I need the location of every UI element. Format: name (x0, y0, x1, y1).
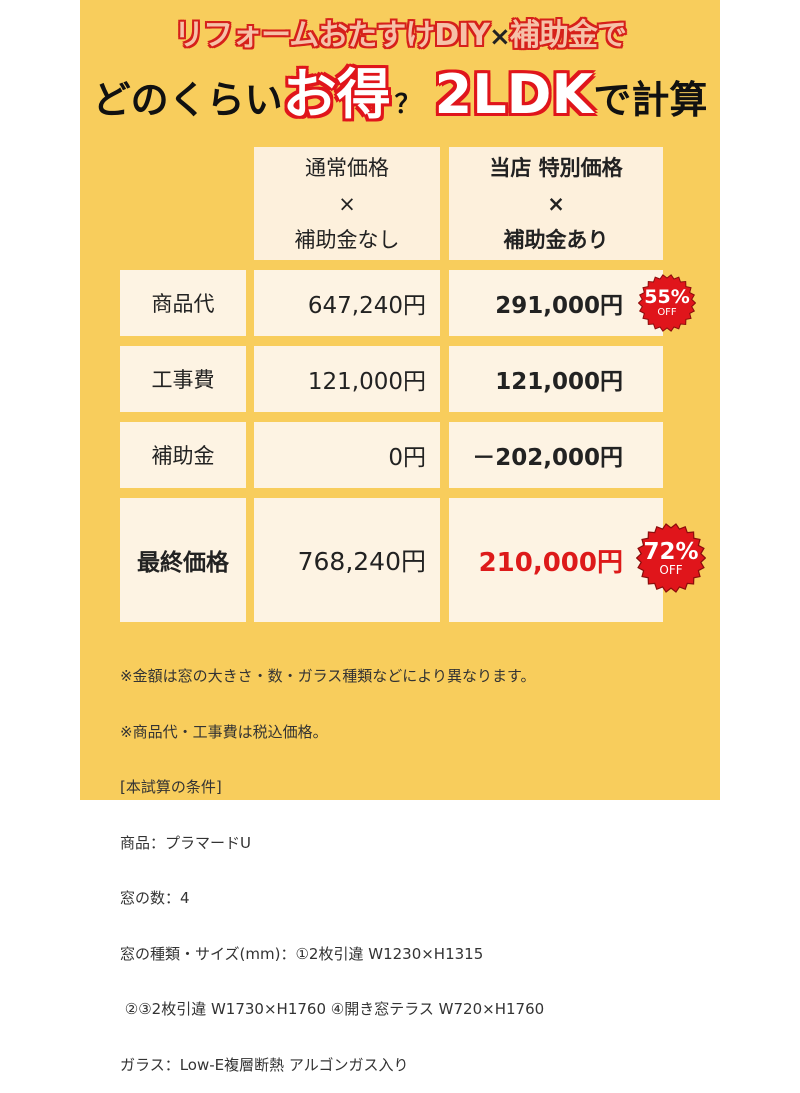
title-text: どのくらい (92, 78, 283, 122)
header-special: 当店 特別価格 × 補助金あり (449, 147, 663, 260)
note-line: 商品：プラマードU (120, 833, 251, 852)
special-price: 121,000円 (449, 346, 663, 412)
title-brand: リフォームおたすけDIY (174, 18, 490, 53)
header-line: × (338, 191, 356, 216)
special-price: 291,000円 (449, 270, 663, 336)
badge-percent: 55% (644, 285, 690, 308)
normal-price: 0円 (254, 422, 440, 488)
header-normal: 通常価格 × 補助金なし (254, 147, 440, 260)
title-times: × (489, 22, 511, 52)
normal-price: 768,240円 (254, 498, 440, 622)
normal-price: 121,000円 (254, 346, 440, 412)
special-price: －202,000円 (449, 422, 663, 488)
starburst-icon (638, 274, 696, 332)
special-price: 210,000円 (449, 498, 663, 622)
starburst-icon (636, 523, 706, 593)
title-line-1: リフォームおたすけDIY×補助金で (0, 10, 800, 54)
title-2ldk: 2LDK (434, 63, 594, 126)
title-calc: で計算 (593, 78, 708, 122)
note-line: [本試算の条件] (120, 778, 222, 796)
note-line: ※商品代・工事費は税込価格。 (120, 722, 328, 741)
discount-badge-55: 55% OFF (638, 274, 696, 332)
title-otoku: お得 (282, 63, 391, 126)
row-label: 工事費 (120, 346, 246, 412)
title-question: ？ (394, 90, 421, 120)
row-label: 補助金 (120, 422, 246, 488)
note-line: ※金額は窓の大きさ・数・ガラス種類などにより異なります。 (120, 667, 536, 685)
row-label: 商品代 (120, 270, 246, 336)
badge-percent: 72% (643, 538, 699, 565)
header-line: 当店 特別価格 (489, 155, 623, 180)
row-label: 最終価格 (120, 498, 246, 622)
title-subsidy: 補助金で (509, 18, 627, 53)
header-line: 補助金なし (294, 227, 400, 252)
note-line: 窓の種類・サイズ(mm)：①2枚引違 W1230×H1315 (120, 944, 484, 963)
notes: ※金額は窓の大きさ・数・ガラス種類などにより異なります。 ※商品代・工事費は税込… (120, 630, 544, 1093)
note-line: ガラス：Low-E複層断熱 アルゴンガス入り (120, 1055, 409, 1074)
discount-badge-72: 72% OFF (636, 523, 706, 593)
badge-off: OFF (657, 306, 677, 318)
header-line: × (547, 191, 565, 216)
normal-price: 647,240円 (254, 270, 440, 336)
badge-off: OFF (659, 562, 683, 577)
title-line-2: どのくらいお得？ 2LDKで計算 (0, 50, 800, 129)
header-line: 通常価格 (305, 155, 389, 180)
note-line: 窓の数：4 (120, 889, 190, 907)
header-line: 補助金あり (503, 227, 609, 252)
note-line: ②③2枚引違 W1730×H1760 ④開き窓テラス W720×H1760 (120, 1000, 545, 1018)
